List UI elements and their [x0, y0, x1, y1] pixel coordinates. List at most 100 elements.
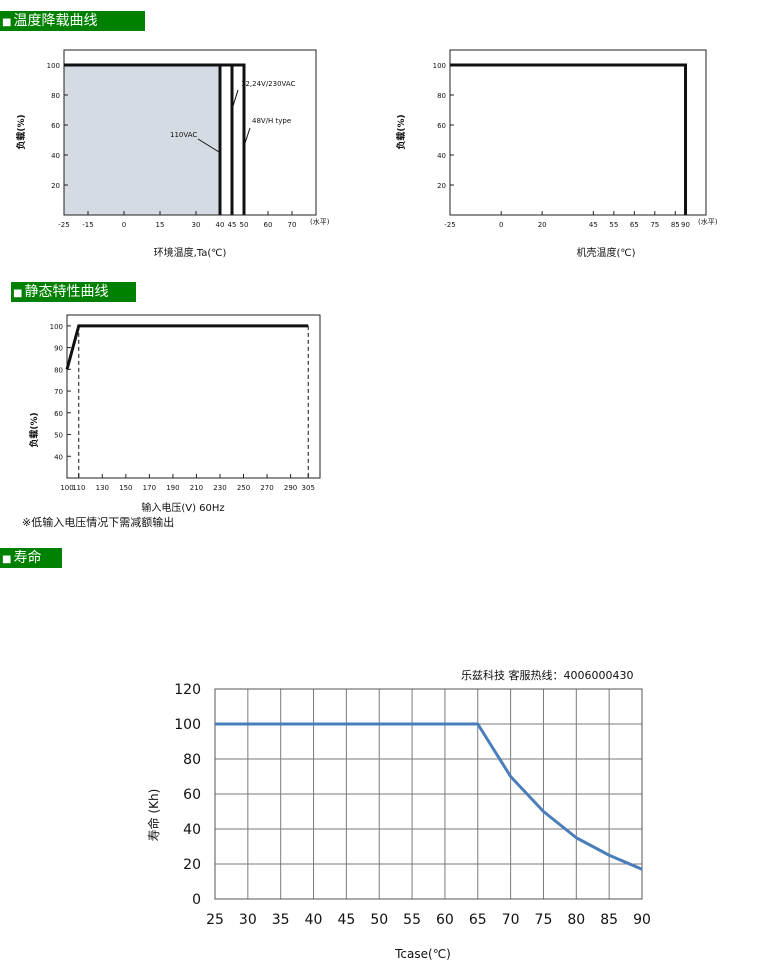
y-tick-label: 0	[192, 892, 201, 908]
x-tick-label: 190	[166, 484, 179, 492]
y-tick-label: 60	[437, 122, 446, 130]
x-tick-label: 45	[228, 221, 237, 229]
plot-frame	[63, 49, 317, 216]
x-tick-label: 25	[206, 912, 224, 928]
series-label: 110VAC	[170, 131, 197, 139]
x-tick-label: 55	[609, 221, 618, 229]
series-label: 12,24V/230VAC	[241, 80, 296, 88]
x-tick-label: 45	[589, 221, 598, 229]
square-bullet-icon: ■	[2, 17, 12, 28]
ambient-temp-derating-chart: -25 -15 0 15 30 40 45 50 60 7020406080100110VAC12…	[15, 49, 330, 259]
x-tick-label: 50	[370, 912, 388, 928]
x-tick-label: 60	[264, 221, 273, 229]
x-tick-label: -15	[82, 221, 93, 229]
x-tick-label: 75	[650, 221, 659, 229]
x-tick-label: 40	[216, 221, 225, 229]
label-leader-line	[232, 89, 239, 107]
section-title: 温度降载曲线	[13, 13, 98, 29]
x-tick-label: 230	[213, 484, 226, 492]
series-label: 48V/H type	[252, 117, 291, 125]
x-tick-label: 150	[119, 484, 132, 492]
y-tick-label: 20	[51, 182, 60, 190]
y-tick-label: 100	[50, 323, 63, 331]
y-axis-label: 负载(%)	[395, 114, 407, 149]
y-tick-label: 40	[54, 453, 63, 461]
y-axis-label: 负载(%)	[28, 412, 40, 447]
y-tick-label: 20	[183, 857, 201, 873]
section-title: 静态特性曲线	[24, 284, 109, 300]
y-tick-label: 80	[437, 92, 446, 100]
x-tick-label: 60	[436, 912, 454, 928]
x-tick-label: 270	[260, 484, 273, 492]
derated-area	[64, 65, 220, 215]
x-tick-label: -25	[444, 221, 455, 229]
label-leader-line	[197, 138, 220, 153]
x-tick-label: 35	[272, 912, 290, 928]
x-tick-label: 15	[156, 221, 165, 229]
x-tick-label: 110	[72, 484, 85, 492]
plot-frame	[66, 314, 321, 479]
y-tick-label: 40	[183, 822, 201, 838]
y-tick-label: 100	[433, 62, 446, 70]
x-tick-label: 30	[239, 912, 257, 928]
series-line	[65, 324, 309, 370]
section-header-life: ■ 寿命	[0, 548, 62, 568]
section-header-temp-derating: ■ 温度降载曲线	[0, 11, 145, 31]
y-tick-label: 100	[47, 62, 60, 70]
y-tick-label: 80	[54, 366, 63, 374]
label-leader-line	[244, 127, 251, 144]
x-tick-label: 50	[240, 221, 249, 229]
y-tick-label: 120	[174, 682, 201, 698]
x-tick-label: -25	[58, 221, 69, 229]
case-temp-derating-chart: -25 0 20 45 55 65 75 85 90 20 40 60 80 100 (水平) 机壳温度(℃)…	[395, 49, 718, 259]
brand-hotline: 乐兹科技 客服热线：4006000430	[461, 669, 634, 682]
x-tick-label: 40	[305, 912, 323, 928]
x-tick-label: 100	[60, 484, 73, 492]
x-tick-label: 170	[143, 484, 156, 492]
plot-frame	[449, 49, 707, 216]
y-tick-label: 20	[437, 182, 446, 190]
x-tick-label: 305	[302, 484, 315, 492]
x-tick-label: 65	[630, 221, 639, 229]
square-bullet-icon: ■	[2, 554, 12, 565]
y-tick-label: 60	[54, 410, 63, 418]
x-tick-label: 0	[122, 221, 126, 229]
y-axis-label: 负载(%)	[15, 114, 27, 149]
x-tick-label: 45	[337, 912, 355, 928]
x-tick-label: 85	[671, 221, 680, 229]
plot-frame	[214, 688, 643, 900]
y-tick-label: 50	[54, 432, 63, 440]
y-tick-label: 40	[51, 152, 60, 160]
x-tick-label: 65	[469, 912, 487, 928]
x-axis-label: Tcase(℃)	[394, 947, 451, 961]
series-line	[215, 722, 643, 871]
section-header-static: ■ 静态特性曲线	[11, 282, 136, 302]
x-tick-label: 210	[190, 484, 203, 492]
x-axis-label: 环境温度,Ta(℃)	[154, 246, 227, 259]
x-tick-label: 250	[237, 484, 250, 492]
y-tick-label: 60	[51, 122, 60, 130]
x-tick-label: 20	[538, 221, 547, 229]
x-tick-label: 80	[567, 912, 585, 928]
series-line	[64, 63, 246, 215]
x-unit-note: (水平)	[310, 217, 330, 226]
section-title: 寿命	[13, 550, 42, 566]
y-tick-label: 80	[51, 92, 60, 100]
y-tick-label: 70	[54, 388, 63, 396]
x-tick-label: 290	[284, 484, 297, 492]
y-tick-label: 60	[183, 787, 201, 803]
lifetime-chart: 25 30 35 40 45 50 55 60 65 70 75 80 85 90 0 20 40 60 80 100…	[146, 682, 651, 961]
x-tick-label: 85	[600, 912, 618, 928]
x-unit-note: (水平)	[698, 217, 718, 226]
x-tick-label: 30	[192, 221, 201, 229]
series-line	[450, 63, 688, 215]
y-tick-label: 40	[437, 152, 446, 160]
y-tick-label: 90	[54, 345, 63, 353]
x-axis-label: 机壳温度(℃)	[576, 246, 635, 259]
x-tick-label: 0	[499, 221, 503, 229]
x-tick-label: 75	[535, 912, 553, 928]
low-voltage-note: ※低输入电压情况下需减额输出	[22, 516, 175, 529]
x-axis-label: 输入电压(V) 60Hz	[141, 501, 224, 514]
y-tick-label: 80	[183, 752, 201, 768]
